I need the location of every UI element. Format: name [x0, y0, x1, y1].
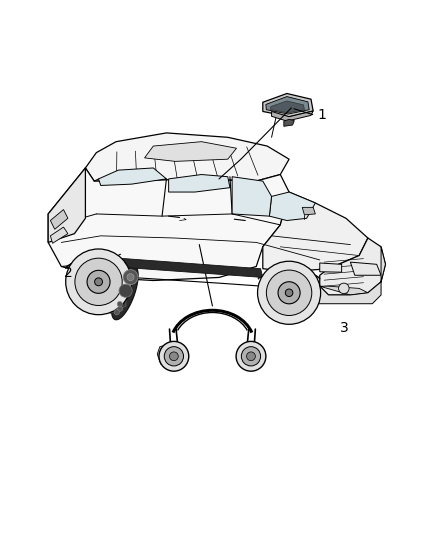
Circle shape — [87, 270, 110, 293]
Circle shape — [123, 270, 138, 285]
Polygon shape — [320, 263, 342, 272]
Polygon shape — [350, 262, 381, 275]
Circle shape — [266, 270, 312, 316]
Circle shape — [241, 346, 261, 366]
Polygon shape — [169, 174, 230, 192]
Polygon shape — [50, 227, 68, 243]
Polygon shape — [99, 168, 166, 185]
Circle shape — [95, 278, 102, 286]
Circle shape — [278, 282, 300, 304]
Polygon shape — [311, 247, 385, 304]
Polygon shape — [271, 101, 304, 113]
Polygon shape — [85, 133, 289, 181]
Polygon shape — [232, 177, 272, 216]
Polygon shape — [110, 299, 126, 313]
Circle shape — [75, 258, 122, 305]
Circle shape — [119, 284, 132, 297]
Polygon shape — [263, 192, 368, 272]
Circle shape — [236, 342, 266, 371]
Circle shape — [285, 289, 293, 296]
Circle shape — [66, 249, 131, 314]
Polygon shape — [50, 209, 68, 229]
Polygon shape — [266, 96, 309, 114]
Polygon shape — [112, 266, 138, 320]
Circle shape — [114, 310, 120, 315]
Circle shape — [117, 306, 123, 311]
Circle shape — [339, 283, 349, 294]
Polygon shape — [145, 142, 237, 161]
Polygon shape — [263, 93, 313, 117]
Text: 3: 3 — [339, 321, 348, 335]
Circle shape — [159, 342, 189, 371]
Polygon shape — [320, 286, 368, 295]
Polygon shape — [157, 344, 182, 364]
Text: 2: 2 — [64, 266, 72, 280]
Polygon shape — [81, 255, 263, 278]
Polygon shape — [269, 192, 315, 221]
Polygon shape — [48, 168, 289, 280]
Polygon shape — [241, 344, 265, 364]
Polygon shape — [48, 168, 85, 243]
Polygon shape — [284, 119, 294, 126]
Text: 1: 1 — [318, 108, 326, 123]
Circle shape — [117, 301, 123, 306]
Polygon shape — [302, 207, 315, 215]
Polygon shape — [320, 238, 385, 295]
Circle shape — [258, 261, 321, 324]
Circle shape — [127, 273, 134, 281]
Polygon shape — [272, 111, 313, 121]
Circle shape — [247, 352, 255, 361]
Circle shape — [170, 352, 178, 361]
Circle shape — [164, 346, 184, 366]
